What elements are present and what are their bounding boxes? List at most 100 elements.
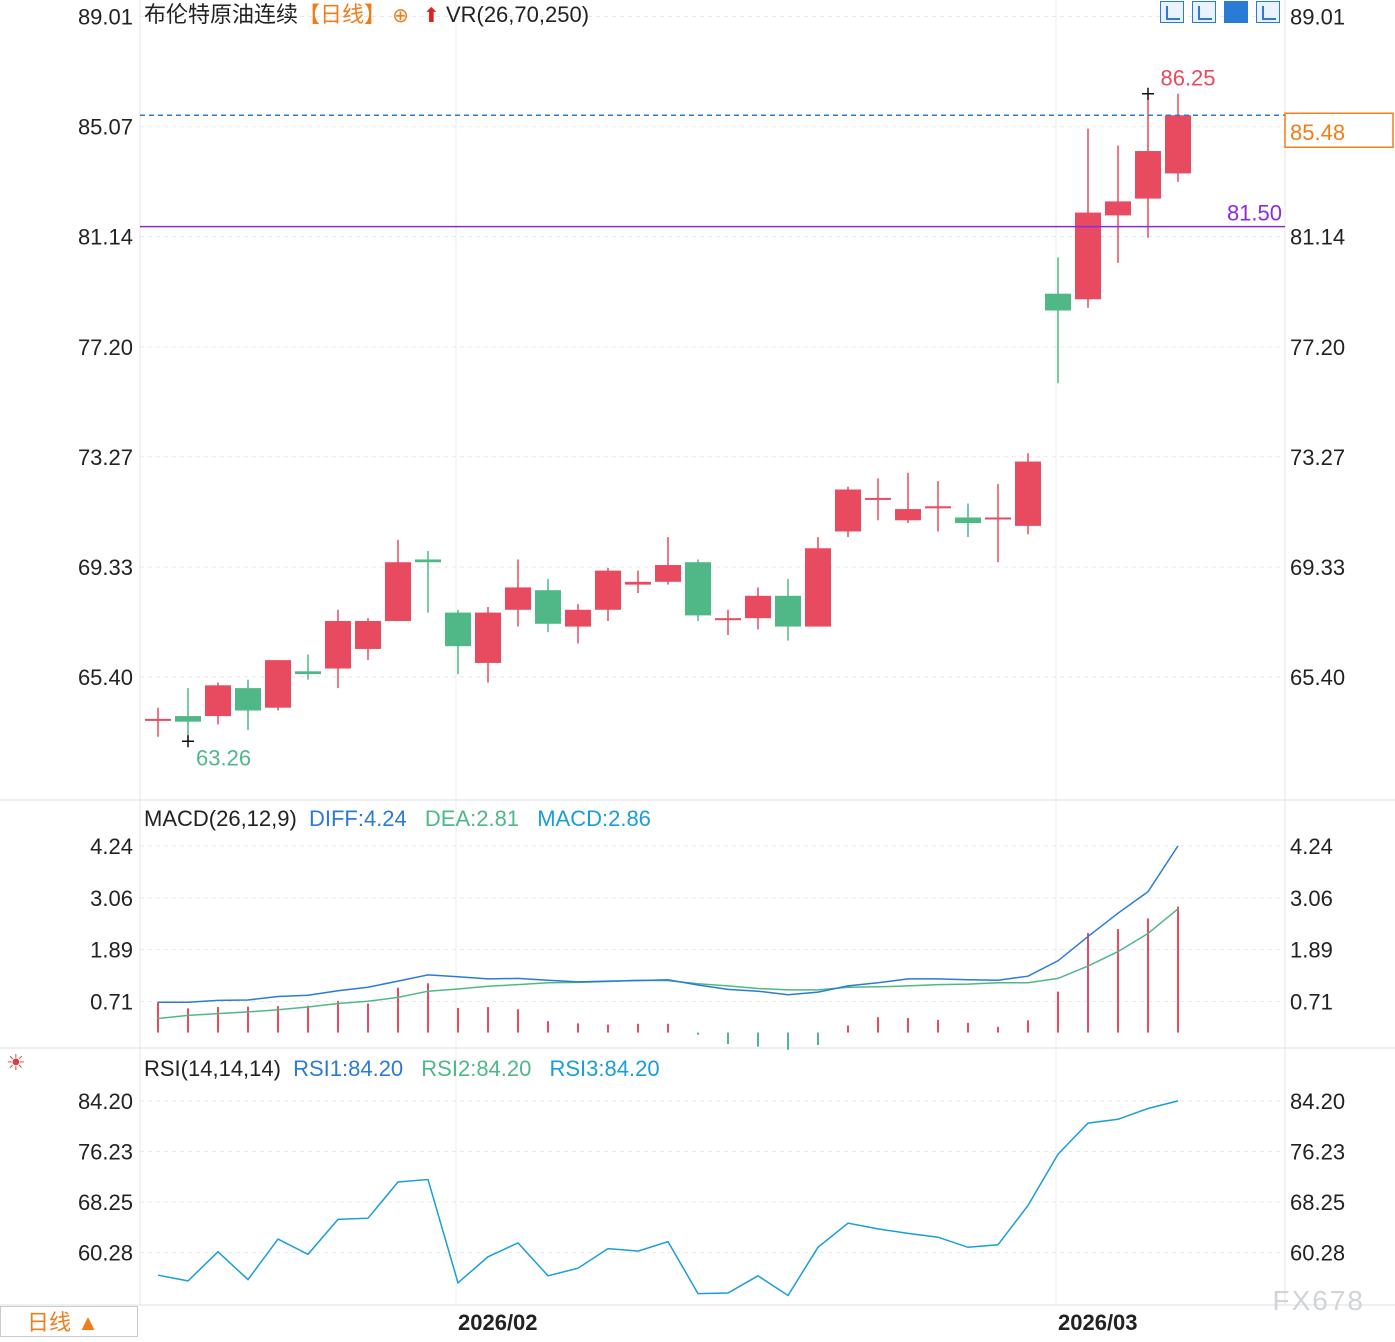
- macd-diff-value: DIFF:4.24: [308, 806, 407, 831]
- export-icon[interactable]: [1256, 1, 1280, 23]
- vr-indicator-label[interactable]: VR(26,70,250): [445, 2, 590, 27]
- rsi1-value: RSI1:84.20: [293, 1056, 404, 1081]
- candle-body: [1105, 201, 1131, 216]
- macd-y-tick-right: 3.06: [1290, 886, 1333, 911]
- price-y-tick-left: 73.27: [78, 445, 133, 470]
- crosshair-icon[interactable]: [1160, 1, 1184, 23]
- candle-body: [385, 562, 411, 621]
- candle-chart-icon[interactable]: [1224, 1, 1248, 23]
- candle-body: [865, 497, 891, 500]
- rsi3-value: RSI3:84.20: [549, 1056, 660, 1081]
- candle-body: [1075, 212, 1101, 300]
- macd-hist-value: MACD:2.86: [537, 806, 651, 831]
- candle-body: [1045, 293, 1071, 311]
- rsi-y-tick-right: 68.25: [1290, 1190, 1345, 1215]
- candle-body: [565, 609, 591, 627]
- price-y-tick-left: 69.33: [78, 555, 133, 580]
- rsi-y-tick-right: 84.20: [1290, 1089, 1345, 1114]
- candle-body: [895, 509, 921, 521]
- price-y-tick-right: 69.33: [1290, 555, 1345, 580]
- rsi-y-tick-left: 84.20: [78, 1089, 133, 1114]
- x-tick-label: 2026/03: [1058, 1310, 1138, 1335]
- candle-body: [355, 620, 381, 649]
- candle-body: [955, 517, 981, 524]
- candle-body: [985, 517, 1011, 520]
- diff-line: [158, 845, 1179, 1003]
- candle-body: [1135, 151, 1161, 199]
- candle-body: [475, 612, 501, 663]
- price-y-tick-left: 81.14: [78, 225, 133, 250]
- rsi-header: RSI(14,14,14) RSI1:84.20 RSI2:84.20 RSI3…: [144, 1056, 660, 1082]
- bar-chart-icon[interactable]: [1192, 1, 1216, 23]
- settings-sun-icon[interactable]: ☀: [6, 1050, 26, 1075]
- candle-body: [235, 688, 261, 711]
- macd-y-tick-right: 4.24: [1290, 834, 1333, 859]
- candle-body: [175, 716, 201, 722]
- price-y-tick-right: 65.40: [1290, 665, 1345, 690]
- chart-header: 布伦特原油连续【日线】 ⊕ ⬆ VR(26,70,250): [144, 2, 589, 29]
- candle-body: [805, 548, 831, 627]
- macd-y-tick-left: 4.24: [90, 834, 133, 859]
- candle-body: [295, 671, 321, 675]
- candle-body: [205, 685, 231, 717]
- candle-body: [775, 595, 801, 627]
- macd-y-tick-left: 1.89: [90, 937, 133, 962]
- rsi-y-tick-left: 60.28: [78, 1241, 133, 1266]
- dea-line: [157, 908, 1179, 1020]
- instrument-name: 布伦特原油连续: [144, 2, 299, 27]
- price-y-tick-right: 81.14: [1290, 225, 1345, 250]
- candle-body: [835, 489, 861, 532]
- macd-y-tick-right: 1.89: [1290, 937, 1333, 962]
- period-tag[interactable]: 【日线】: [298, 2, 387, 27]
- price-y-tick-left: 89.01: [78, 5, 133, 30]
- price-y-tick-right: 77.20: [1290, 335, 1345, 360]
- macd-y-tick-left: 3.06: [90, 886, 133, 911]
- reference-line-label: 81.50: [1227, 201, 1282, 226]
- low-marker-cross: [182, 735, 194, 748]
- candle-body: [925, 506, 951, 509]
- macd-dea-value: DEA:2.81: [424, 806, 520, 831]
- candle-body: [745, 595, 771, 619]
- candle-body: [595, 570, 621, 610]
- macd-y-tick-left: 0.71: [90, 989, 133, 1014]
- candle-body: [625, 581, 651, 585]
- candle-body: [145, 718, 171, 721]
- candle-body: [445, 612, 471, 647]
- rsi-y-tick-left: 76.23: [78, 1139, 133, 1164]
- candle-body: [535, 590, 561, 624]
- rsi-y-tick-right: 60.28: [1290, 1241, 1345, 1266]
- rsi-y-tick-left: 68.25: [78, 1190, 133, 1215]
- high-marker-cross: [1142, 87, 1154, 100]
- candle-body: [1165, 115, 1191, 174]
- rsi2-value: RSI2:84.20: [421, 1056, 532, 1081]
- candle-body: [265, 660, 291, 708]
- price-y-tick-right: 73.27: [1290, 445, 1345, 470]
- rsi-y-tick-right: 76.23: [1290, 1139, 1345, 1164]
- macd-label[interactable]: MACD(26,12,9): [144, 806, 297, 831]
- x-tick-label: 2026/02: [458, 1310, 538, 1335]
- candle-body: [655, 565, 681, 582]
- rsi-line: [157, 1100, 1179, 1297]
- macd-header: MACD(26,12,9) DIFF:4.24 DEA:2.81 MACD:2.…: [144, 806, 651, 832]
- price-y-tick-right: 89.01: [1290, 5, 1345, 30]
- low-price-label: 63.26: [196, 745, 251, 770]
- candle-body: [415, 559, 441, 563]
- price-y-tick-left: 85.07: [78, 115, 133, 140]
- price-y-tick-left: 65.40: [78, 665, 133, 690]
- add-indicator-icon[interactable]: ⊕: [392, 5, 409, 27]
- last-price-box: [1284, 112, 1394, 148]
- price-y-tick-left: 77.20: [78, 335, 133, 360]
- high-price-label: 86.25: [1160, 66, 1215, 91]
- watermark: FX678: [1272, 1285, 1365, 1316]
- red-arrow-icon: ⬆: [423, 5, 440, 27]
- macd-y-tick-right: 0.71: [1290, 989, 1333, 1014]
- candle-body: [685, 562, 711, 616]
- last-price-label: 85.48: [1290, 120, 1345, 145]
- period-button[interactable]: 日线 ▲: [0, 1306, 138, 1337]
- candle-body: [715, 618, 741, 621]
- candle-body: [1015, 461, 1041, 526]
- candle-body: [505, 587, 531, 610]
- rsi-label[interactable]: RSI(14,14,14): [144, 1056, 281, 1081]
